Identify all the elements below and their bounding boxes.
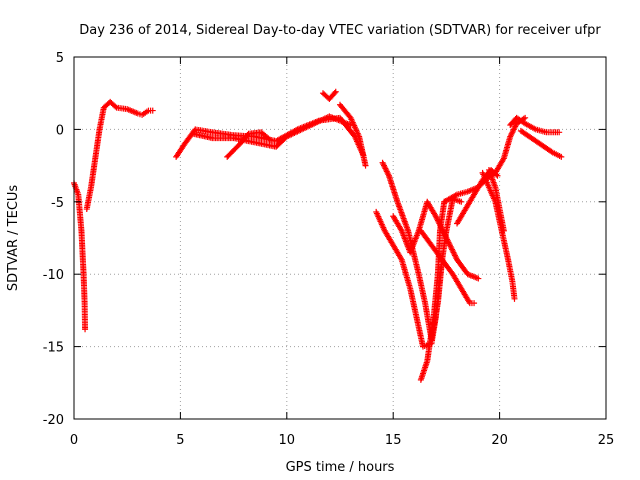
x-axis-label: GPS time / hours (286, 460, 395, 475)
x-tick-label: 20 (491, 433, 508, 448)
x-tick-label: 0 (70, 433, 78, 448)
data-marker-track (485, 166, 507, 234)
tick-label-layer: 0 5 10 15 20 25 5 0 -5 -10 -15 -20 (43, 51, 615, 448)
y-tick-label: 5 (56, 51, 64, 66)
data-marker-track (83, 98, 156, 213)
series-track-7 (337, 101, 369, 169)
series-track-6 (319, 88, 339, 102)
chart-title: Day 236 of 2014, Sidereal Day-to-day VTE… (79, 23, 601, 38)
x-tick-label: 15 (385, 433, 402, 448)
y-tick-label: -15 (43, 341, 64, 356)
data-marker-track (190, 113, 354, 150)
tick-layer (73, 56, 607, 420)
y-tick-label: -5 (51, 196, 64, 211)
y-tick-label: -10 (43, 268, 64, 283)
x-tick-label: 5 (176, 433, 184, 448)
data-points-layer (71, 88, 565, 383)
series-track-10 (417, 198, 448, 383)
series-track-17 (507, 114, 563, 136)
grid-layer (74, 57, 606, 419)
series-track-5 (224, 129, 273, 160)
data-marker-track (337, 101, 369, 169)
series-track-15 (479, 169, 518, 302)
series-track-4 (190, 113, 354, 150)
x-tick-label: 25 (598, 433, 615, 448)
data-marker-track (517, 127, 565, 160)
data-marker-track (417, 198, 448, 383)
data-marker-track (319, 88, 339, 102)
data-marker-track (507, 114, 563, 136)
data-marker-track (479, 169, 518, 302)
series-track-18 (517, 127, 565, 160)
data-marker-track (441, 114, 529, 205)
series-track-2 (83, 98, 156, 213)
data-marker-track (417, 227, 478, 307)
x-tick-label: 10 (279, 433, 296, 448)
series-track-13 (441, 114, 529, 205)
series-track-12 (417, 227, 478, 307)
y-tick-label: -20 (43, 413, 64, 428)
series-track-16 (485, 166, 507, 234)
data-marker-track (224, 129, 273, 160)
y-axis-label: SDTVAR / TECUs (6, 185, 21, 292)
plot-border (73, 56, 607, 420)
y-tick-label: 0 (56, 123, 64, 138)
